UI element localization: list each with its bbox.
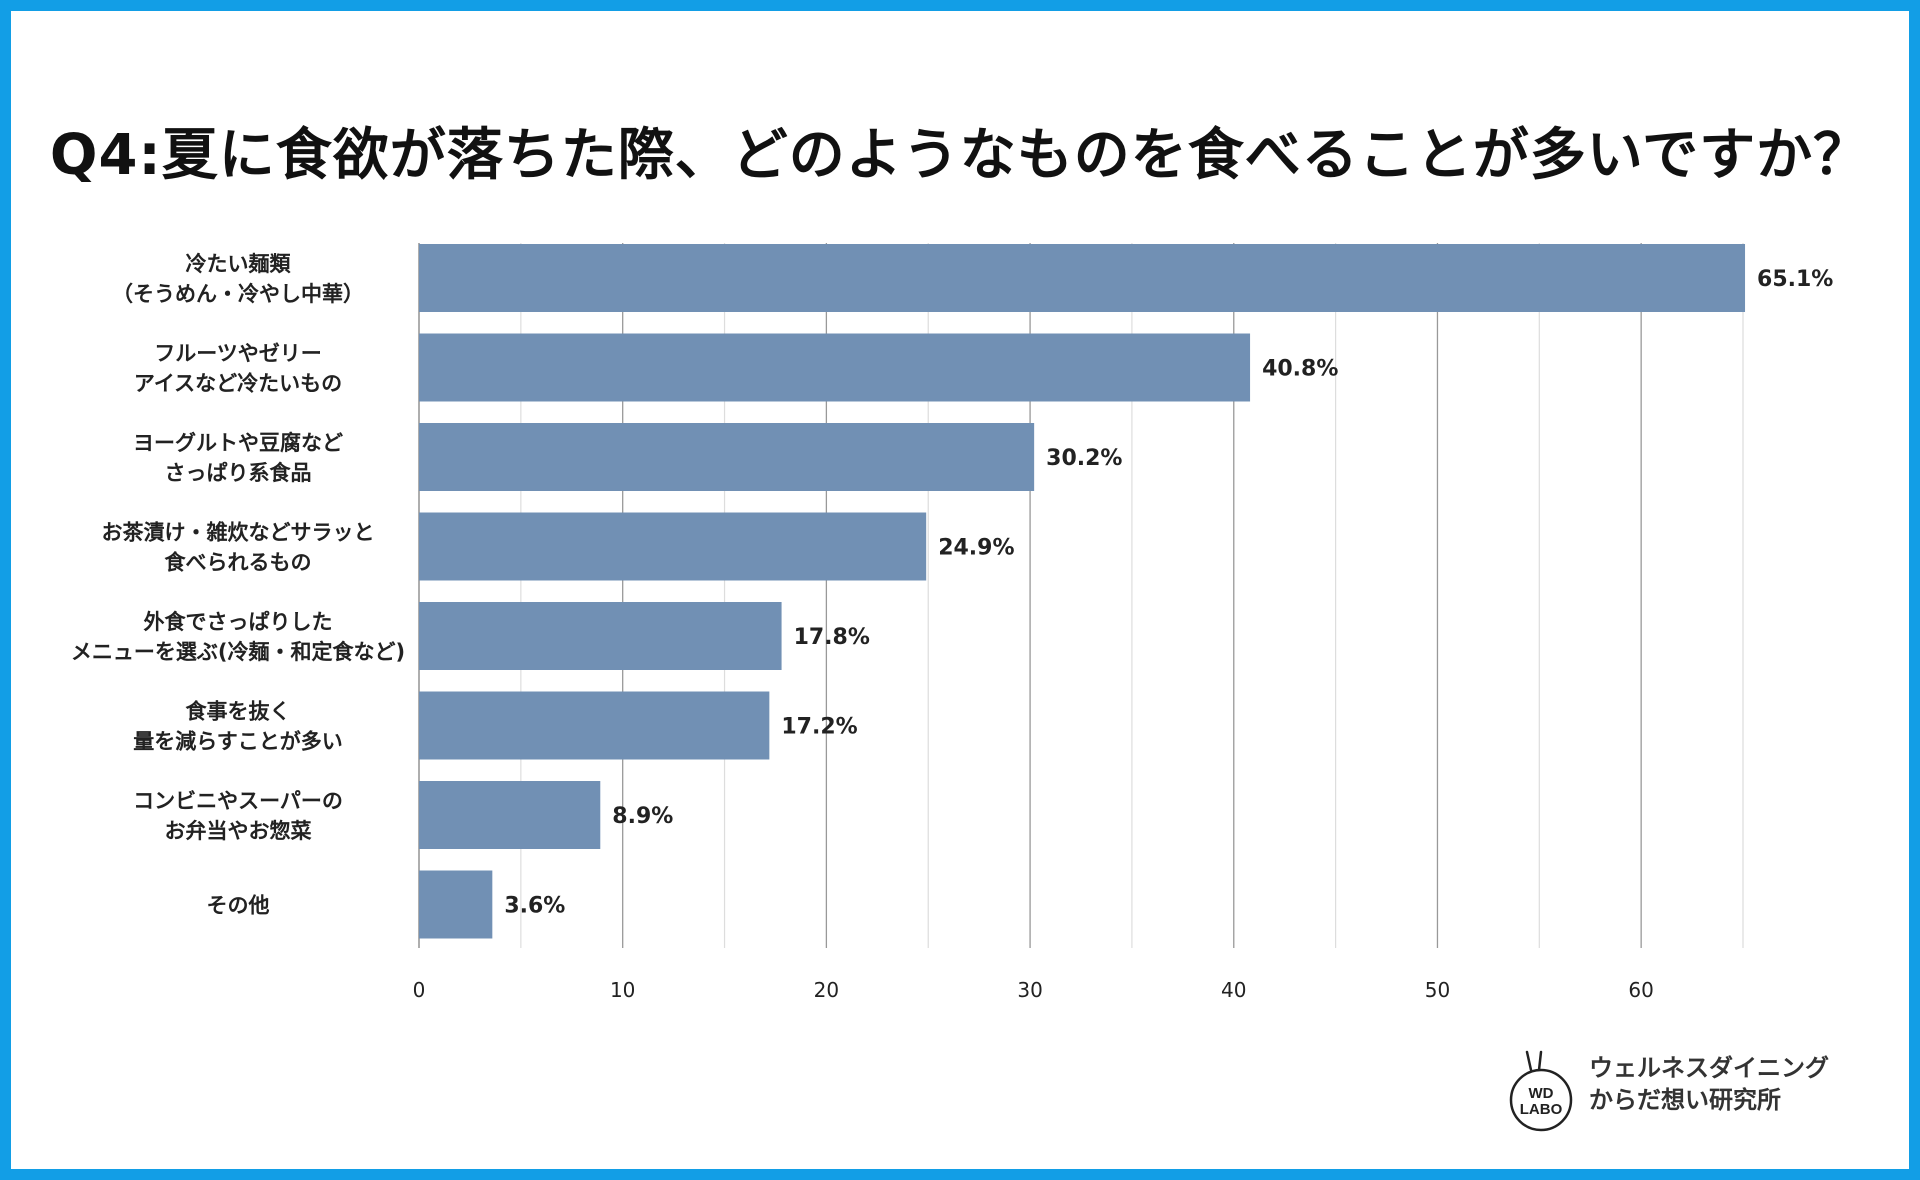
x-tick-label: 0: [413, 978, 426, 1002]
category-label: さっぱり系食品: [165, 461, 312, 485]
category-label: 食べられるもの: [165, 551, 312, 575]
brand-line-2: からだ想い研究所: [1589, 1086, 1781, 1114]
bar: [419, 333, 1251, 402]
logo-text-bottom: LABO: [1520, 1101, 1563, 1118]
bar-value-label: 3.6%: [504, 894, 565, 919]
x-tick-label: 20: [814, 978, 839, 1002]
category-label: ヨーグルトや豆腐など: [133, 431, 343, 455]
category-label: 冷たい麺類: [186, 252, 292, 276]
bar: [419, 691, 770, 760]
category-label: その他: [207, 894, 270, 918]
bar-value-label: 65.1%: [1757, 267, 1833, 292]
category-label: フルーツやゼリー: [154, 342, 322, 366]
category-label: コンビニやスーパーの: [133, 789, 343, 813]
bar: [419, 423, 1035, 491]
brand-block: WD LABO ウェルネスダイニング からだ想い研究所: [1505, 1048, 1845, 1132]
category-label: 外食でさっぱりした: [144, 610, 333, 634]
x-tick-label: 40: [1221, 978, 1246, 1002]
bar: [419, 870, 493, 939]
bar-value-label: 30.2%: [1046, 446, 1122, 471]
brand-line-1: ウェルネスダイニング: [1589, 1054, 1829, 1082]
category-label: 量を減らすことが多い: [133, 730, 343, 754]
brand-name: ウェルネスダイニング からだ想い研究所: [1589, 1052, 1829, 1116]
bar: [419, 512, 927, 581]
bar-value-label: 17.2%: [781, 715, 857, 740]
bar: [419, 602, 782, 670]
bar-value-label: 8.9%: [612, 804, 673, 829]
bar-value-label: 17.8%: [794, 625, 870, 650]
x-tick-label: 10: [610, 978, 635, 1002]
category-label: お茶漬け・雑炊などサラッと: [102, 521, 375, 545]
category-label: お弁当やお惣菜: [165, 819, 312, 843]
category-label: メニューを選ぶ(冷麺・和定食など): [71, 640, 405, 664]
x-tick-label: 50: [1425, 978, 1450, 1002]
category-label: （そうめん・冷やし中華）: [112, 282, 364, 306]
bar: [419, 244, 1746, 312]
bar: [419, 781, 601, 849]
logo-text-top: WD: [1529, 1085, 1554, 1102]
bar-value-label: 24.9%: [938, 536, 1014, 561]
wd-labo-flask-icon: WD LABO: [1509, 1050, 1573, 1132]
category-label: アイスなど冷たいもの: [134, 372, 342, 396]
chart-title: Q4:夏に食欲が落ちた際、どのようなものを食べることが多いですか？: [49, 123, 1871, 188]
x-tick-label: 30: [1017, 978, 1042, 1002]
x-tick-label: 60: [1628, 978, 1653, 1002]
category-label: 食事を抜く: [186, 700, 291, 724]
bar-value-label: 40.8%: [1262, 357, 1338, 382]
